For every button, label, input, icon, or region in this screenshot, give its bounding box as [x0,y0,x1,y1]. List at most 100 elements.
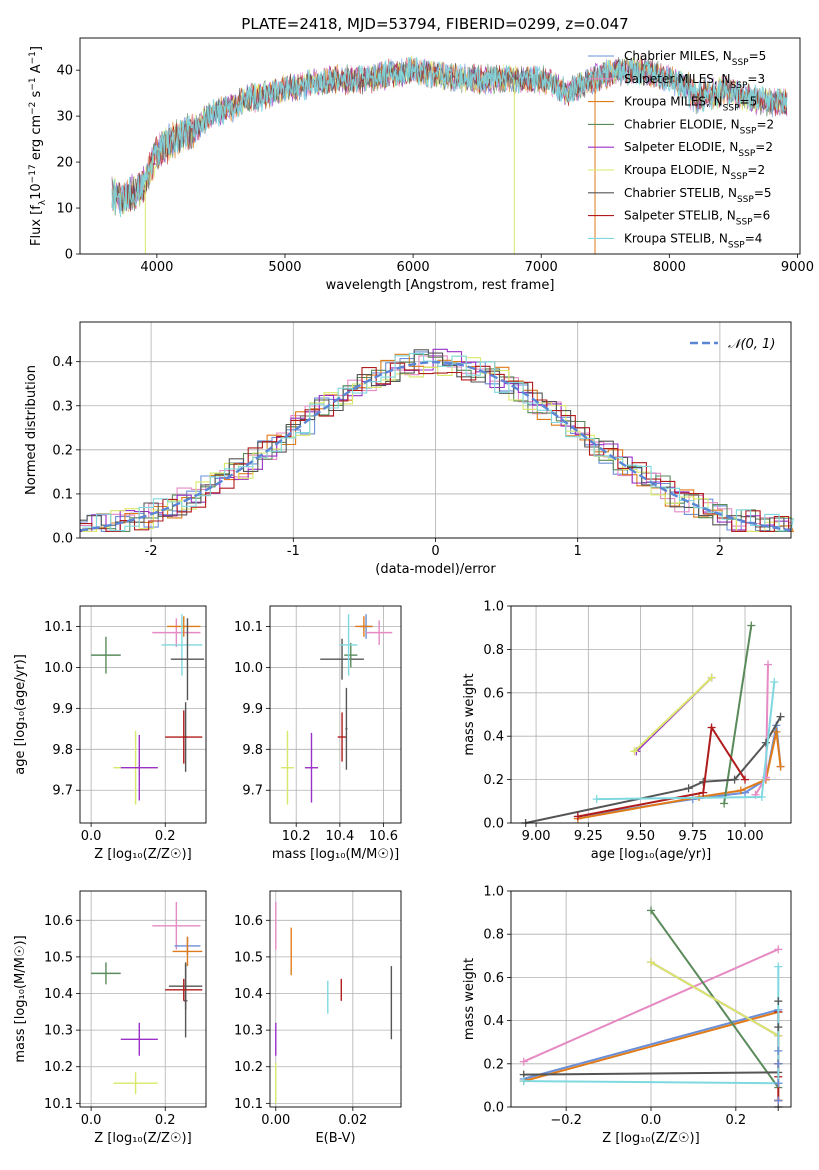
y-tick-label: 0.0 [483,817,504,832]
y-tick-label: 10.4 [234,987,263,1002]
y-tick-label: 10 [56,202,73,217]
ebv-mass-axes: 0.00 0.02 10.1 10.2 10.3 10.4 10.5 10.6 [234,891,401,1128]
errorbar-point [339,614,358,676]
errorbar-point [113,1072,158,1095]
y-tick-label: 0.1 [52,487,73,502]
y-tick-label: 20 [56,156,73,171]
age-weight-x-axis-label: age [log₁₀(age/yr)] [591,847,712,862]
x-tick-label: 0.2 [726,1113,747,1128]
weight-marker [774,997,783,1006]
spectrum-y-axis-label: Flux [fλ10−17 erg cm−2 s−1 A−1] [28,46,48,246]
mass-age-frame [269,605,402,824]
y-tick-label: 10.0 [44,661,73,676]
z-age-y-axis-label: age [log₁₀(age/yr)] [13,654,28,775]
age-weight-y-axis-label: mass weight [462,673,477,755]
x-tick-label: 2 [716,544,724,559]
z-mass-x-axis-label: Z [log₁₀(Z/Z☉)] [94,1131,191,1146]
y-tick-label: 1.0 [483,885,504,900]
age-weight-frame [510,605,792,824]
weight-series-line [523,1071,779,1076]
residual-histogram [80,362,791,532]
y-tick-label: 10.6 [44,914,73,929]
y-tick-label: 0 [65,248,73,263]
errorbar-point [152,901,201,950]
y-tick-label: 10.0 [234,661,263,676]
x-tick-label: 9.00 [522,829,551,844]
y-tick-label: 0.2 [483,773,504,788]
mass-age-axes: 10.2 10.4 10.6 9.7 9.8 9.9 10.0 10.1 [234,606,401,844]
residuals-axes: -2 -1 0 1 2 0.0 0.1 0.2 0.3 0.4 [52,322,791,559]
x-tick-label: 9.25 [574,829,603,844]
weight-marker [774,1096,783,1105]
errorbar-point [337,712,347,762]
x-tick-label: 0.02 [338,1113,367,1128]
errorbar-point [172,936,203,967]
x-tick-label: 5000 [268,260,301,275]
weight-marker [707,723,716,732]
weight-series-line [723,625,753,804]
z-age-frame [79,605,207,824]
ebv-mass-frame [269,890,402,1108]
errorbar-point [165,978,203,1001]
legend-label: Chabrier STELIB, NSSP=5 [624,186,772,205]
weight-series-line [650,961,779,1037]
weight-marker [741,788,750,797]
x-tick-label: 9000 [781,260,814,275]
legend-label: Salpeter MILES, NSSP=3 [624,72,765,91]
z-age-x-axis-label: Z [log₁₀(Z/Z☉)] [94,847,191,862]
z-mass-axes: 0.0 0.2 10.1 10.2 10.3 10.4 10.5 10.6 [44,891,206,1128]
errorbar-point [304,732,319,803]
residuals-y-axis-label: Normed distribution [24,365,39,495]
y-tick-label: 0.3 [52,399,73,414]
errorbar-point [120,1022,158,1056]
weight-series-line [633,676,713,753]
weight-marker [720,799,729,808]
x-tick-label: 9.75 [678,829,707,844]
x-tick-label: 10.6 [369,829,398,844]
y-tick-label: 10.2 [234,1060,263,1075]
residual-histogram [80,348,791,532]
z-weight-y-axis-label: mass weight [462,958,477,1040]
weight-marker [684,784,693,793]
x-tick-label: -2 [145,544,158,559]
x-tick-label: 4000 [140,260,173,275]
weight-marker [647,958,655,967]
y-tick-label: 0.8 [483,928,504,943]
x-tick-label: 0 [431,544,439,559]
ebv-mass-x-axis-label: E(B-V) [315,1131,355,1146]
y-tick-label: 0.2 [52,443,73,458]
y-tick-label: 10.5 [234,950,263,965]
residual-histogram [82,353,795,532]
weight-marker [774,962,783,971]
errorbar-point [120,734,158,801]
y-tick-label: 1.0 [483,600,504,615]
age-weight-axes: 9.00 9.25 9.50 9.75 10.00 0.0 0.2 0.4 0.6 0.8 1.0 [483,600,791,844]
x-tick-label: 0.2 [155,1113,176,1128]
weight-marker [573,812,582,821]
y-tick-label: 9.7 [52,784,73,799]
errorbar-point [161,614,203,676]
legend-label: Chabrier MILES, NSSP=5 [624,49,766,68]
y-tick-label: 0.8 [483,643,504,658]
weight-marker [774,1079,783,1088]
y-tick-label: 10.2 [44,1060,73,1075]
residual-histogram [82,355,795,532]
errorbar-point [170,618,205,701]
spectrum-frame [79,37,801,255]
y-tick-label: 10.1 [234,620,263,635]
weight-marker [519,1057,528,1066]
errorbar-point [91,962,121,985]
x-tick-label: 0.0 [81,1113,102,1128]
x-tick-label: 0.2 [155,829,176,844]
x-tick-label: 0.0 [81,829,102,844]
y-tick-label: 0.0 [52,532,73,547]
weight-marker [736,786,745,795]
weight-marker [770,677,779,686]
errorbar-point [366,620,393,645]
x-tick-label: -1 [287,544,300,559]
y-tick-label: 0.6 [483,971,504,986]
errorbar-point [280,730,295,805]
weight-marker [774,1046,783,1055]
y-tick-label: 0.0 [483,1101,504,1116]
weight-series-line [577,724,746,818]
